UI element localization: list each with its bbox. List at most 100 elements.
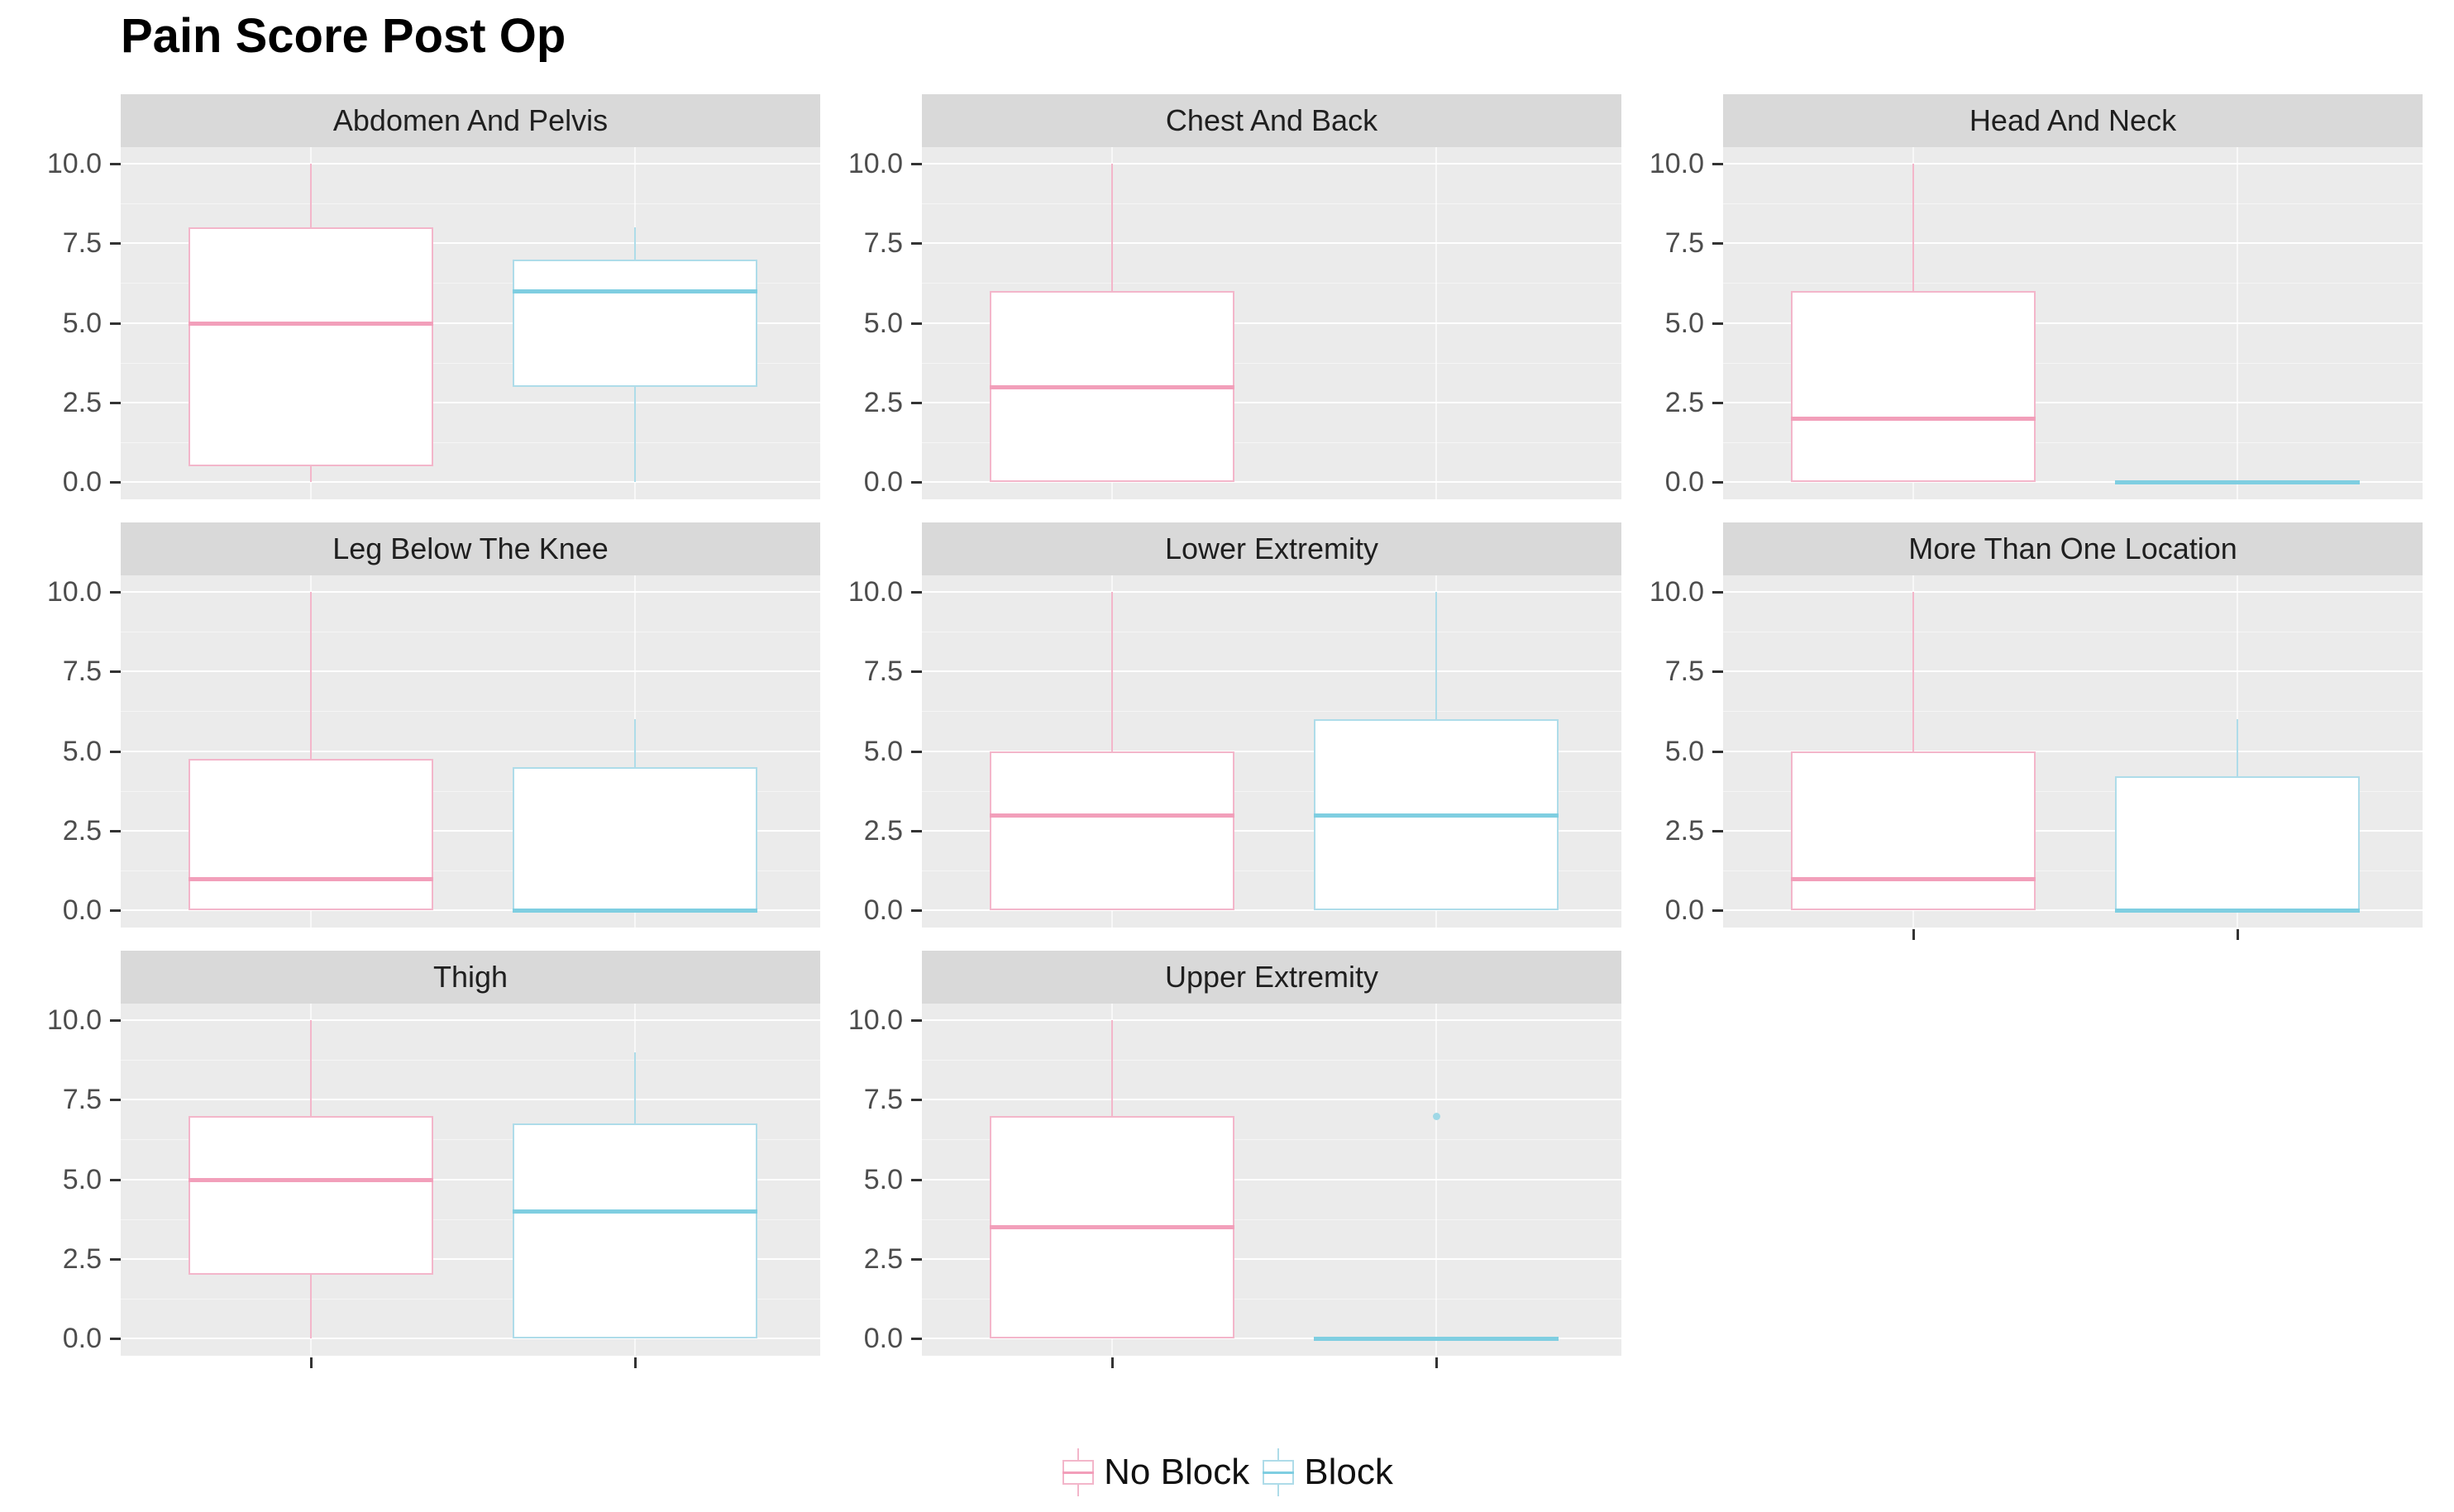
facet-panel [121,1004,820,1356]
boxplot-no-block-median-line [189,1177,434,1182]
minor-gridline [922,1060,1621,1061]
y-tick [911,481,922,484]
boxplot-block-median-line [512,289,757,293]
y-tick-label: 5.0 [1664,307,1704,339]
y-tick-label: 5.0 [863,1163,903,1195]
major-gridline [922,401,1621,403]
y-tick [110,1257,121,1261]
facet-title: Lower Extremity [1164,532,1379,565]
legend-boxplot-icon [1261,1448,1296,1496]
y-tick [911,1178,922,1181]
boxplot-no-block-median-line [1791,417,2036,421]
y-tick-label: 10.0 [46,148,102,179]
facet-panel [1723,147,2423,499]
boxplot-block-upper-whisker [2236,719,2238,777]
facet-strip: Head And Neck [1723,94,2423,147]
major-gridline [1723,750,2423,752]
y-tick [110,670,121,674]
facet-strip: Abdomen And Pelvis [121,94,820,147]
boxplot-block-upper-whisker [633,227,636,260]
facet-strip: Chest And Back [922,94,1621,147]
boxplot-no-block-median-line [189,321,434,326]
minor-gridline [121,1060,820,1061]
facet-panel [1723,575,2423,928]
y-tick-label: 2.5 [62,386,102,418]
major-gridline [121,591,820,593]
boxplot-no-block-median-line [990,384,1235,389]
y-tick-label: 5.0 [62,735,102,767]
facet-panel [922,147,1621,499]
minor-gridline [922,1139,1621,1141]
facet-strip: Lower Extremity [922,522,1621,575]
boxplot-block-median-line [512,1209,757,1214]
boxplot-no-block-box [189,227,434,466]
boxplot-no-block-box [1791,291,2036,482]
x-tick [2236,929,2239,940]
y-tick-label: 2.5 [863,1243,903,1275]
major-gridline [1723,322,2423,324]
legend-glyph-median [1263,1471,1295,1474]
legend: No Block Block [0,1448,2454,1496]
y-tick-label: 0.0 [62,894,102,926]
x-tick [1111,1357,1115,1368]
major-gridline [1723,481,2423,483]
minor-gridline [121,1298,820,1300]
minor-gridline [1723,711,2423,713]
y-tick [1712,829,1723,832]
facet-title: Abdomen And Pelvis [332,103,609,137]
minor-gridline [1723,362,2423,364]
facet-title: Upper Extremity [1164,960,1379,994]
y-tick [911,1099,922,1102]
y-tick-label: 7.5 [863,227,903,260]
y-tick [911,1019,922,1022]
vertical-gridline [1435,1004,1437,1356]
y-tick-label: 0.0 [1664,894,1704,926]
minor-gridline [922,870,1621,871]
major-gridline [922,242,1621,245]
boxplot-no-block-box [990,751,1235,910]
legend-item-no_block: No Block [1061,1448,1249,1496]
facet-strip: Leg Below The Knee [121,522,820,575]
y-tick-label: 10.0 [1649,148,1704,179]
boxplot-block-flat-line [1313,1337,1559,1341]
y-tick [911,750,922,753]
facet-title: Chest And Back [1165,103,1378,137]
legend-label: No Block [1104,1452,1250,1492]
y-tick [911,670,922,674]
y-tick-label: 0.0 [863,1323,903,1354]
minor-gridline [121,1219,820,1220]
y-tick-label: 5.0 [62,1163,102,1195]
major-gridline [1723,909,2423,911]
y-tick-label: 2.5 [62,814,102,847]
y-tick [110,481,121,484]
y-tick [110,1019,121,1022]
major-gridline [121,1178,820,1181]
y-tick [110,1099,121,1102]
y-tick-label: 5.0 [863,735,903,767]
major-gridline [922,163,1621,165]
y-tick-label: 7.5 [62,1084,102,1116]
y-tick-label: 7.5 [1664,656,1704,688]
major-gridline [922,481,1621,483]
y-tick [110,1338,121,1340]
major-gridline [1723,829,2423,832]
minor-gridline [121,1139,820,1141]
major-gridline [121,1019,820,1021]
major-gridline [1723,591,2423,593]
boxplot-no-block-upper-whisker [1912,164,1915,291]
y-tick [911,1338,922,1340]
y-tick-label: 7.5 [62,227,102,260]
y-tick-label: 0.0 [62,466,102,498]
y-tick-label: 2.5 [863,386,903,418]
major-gridline [121,401,820,403]
boxplot-no-block-lower-whisker [310,1275,313,1338]
y-tick-label: 0.0 [1664,466,1704,498]
x-tick [310,1357,313,1368]
minor-gridline [1723,441,2423,443]
y-tick [911,163,922,165]
major-gridline [121,242,820,245]
vertical-gridline [2236,147,2238,499]
minor-gridline [1723,283,2423,284]
y-tick-label: 2.5 [62,1243,102,1275]
y-tick [911,1257,922,1261]
